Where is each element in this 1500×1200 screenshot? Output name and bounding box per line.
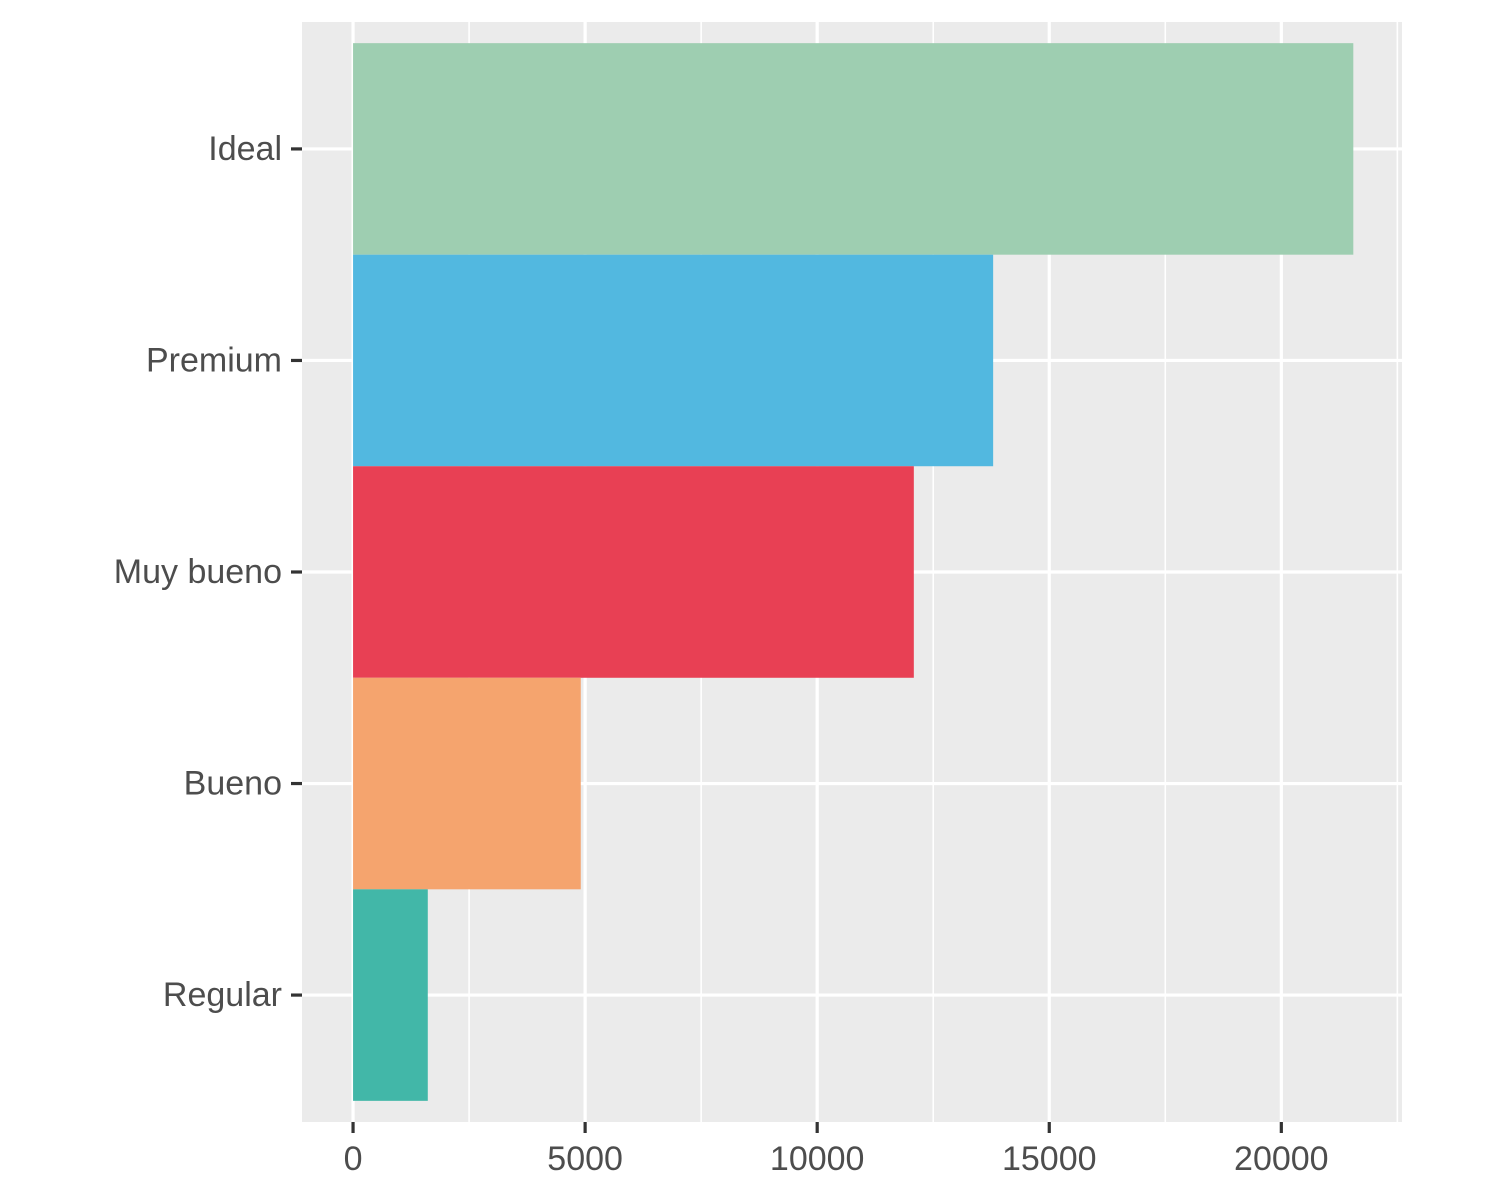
x-tick-label: 0 — [344, 1140, 363, 1178]
bar-ideal — [353, 43, 1354, 255]
bar-premium — [353, 254, 994, 467]
y-tick-label: Premium — [146, 341, 282, 379]
bar-muy-bueno — [353, 466, 914, 678]
x-tick-label: 20000 — [1234, 1140, 1329, 1178]
bars — [353, 43, 1354, 1101]
y-tick-label: Muy bueno — [114, 553, 282, 591]
y-tick-label: Bueno — [184, 765, 282, 803]
y-tick-label: Ideal — [208, 130, 282, 168]
y-tick-label: Regular — [163, 976, 282, 1014]
bar-regular — [353, 889, 428, 1101]
x-tick-label: 5000 — [547, 1140, 623, 1178]
y-axis: Ideal Premium Muy bueno Bueno Regular — [114, 130, 302, 1014]
x-tick-label: 15000 — [1002, 1140, 1097, 1178]
bar-bueno — [353, 677, 581, 890]
x-axis: 0 5000 10000 15000 20000 — [344, 1122, 1329, 1178]
x-tick-label: 10000 — [770, 1140, 865, 1178]
